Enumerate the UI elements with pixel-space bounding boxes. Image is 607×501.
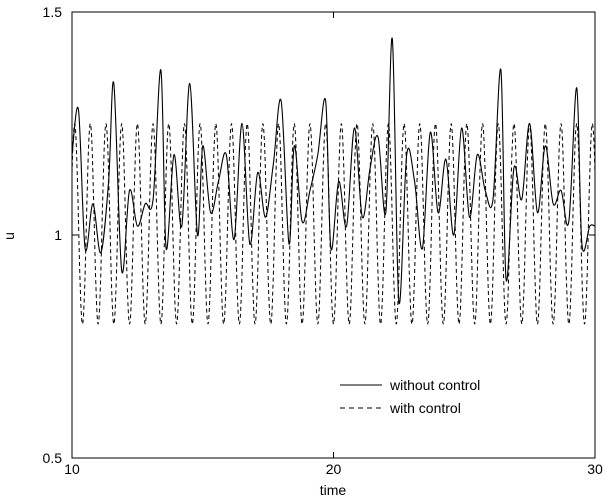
- plot-axes: 10 20 30 0.5 1 1.5: [43, 4, 603, 477]
- y-axis-label: u: [1, 232, 17, 240]
- x-tick-label: 20: [326, 461, 342, 477]
- legend: without control with control: [340, 377, 480, 416]
- x-axis-label: time: [320, 482, 347, 498]
- y-tick-label: 0.5: [43, 450, 63, 466]
- series-without-control: [71, 37, 596, 305]
- legend-label-without-control: without control: [389, 377, 480, 393]
- series-with-control: [71, 123, 596, 325]
- plot-series: [71, 37, 596, 325]
- y-tick-label: 1: [54, 227, 62, 243]
- x-tick-label: 30: [587, 461, 603, 477]
- y-tick-label: 1.5: [43, 4, 63, 20]
- legend-label-with-control: with control: [389, 400, 461, 416]
- x-tick-label: 10: [64, 461, 80, 477]
